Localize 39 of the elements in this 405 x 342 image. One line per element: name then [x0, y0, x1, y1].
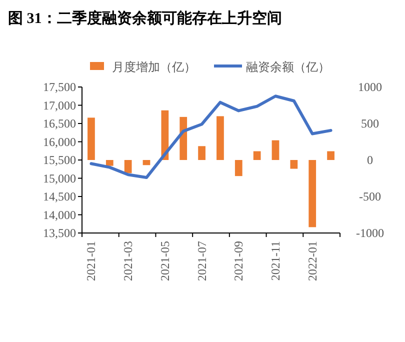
y2-tick-label: -1000 — [356, 226, 384, 240]
line-series — [90, 94, 332, 180]
legend-label: 融资余额（亿） — [246, 60, 330, 74]
chart-title: 图 31：二季度融资余额可能存在上升空间 — [8, 9, 282, 27]
x-tick-label: 2021-03 — [121, 241, 136, 281]
bar — [272, 140, 280, 160]
y2-tick-label: 0 — [367, 153, 373, 167]
legend-label: 月度增加（亿） — [112, 60, 196, 74]
bar — [88, 118, 95, 160]
bar — [234, 160, 242, 176]
bar — [124, 160, 132, 174]
y-tick-label: 17,000 — [43, 98, 76, 112]
x-tick-label: 2021-07 — [194, 241, 209, 281]
bar — [253, 151, 261, 160]
bar — [106, 160, 114, 166]
y-tick-label: 15,000 — [43, 171, 76, 186]
y2-tick-label: 1000 — [358, 80, 382, 94]
y-tick-label: 16,500 — [43, 116, 76, 130]
y-tick-label: 14,000 — [43, 208, 76, 222]
x-tick-label: 2022-01 — [305, 241, 320, 281]
y-tick-label: 17,500 — [43, 80, 76, 94]
bar — [198, 146, 206, 160]
y-tick-label: 13,500 — [43, 226, 76, 240]
x-tick-label: 2021-09 — [232, 241, 246, 281]
bar — [161, 110, 169, 160]
y-tick-label: 16,000 — [43, 134, 76, 149]
y2-tick-label: -500 — [359, 190, 381, 204]
bar — [216, 116, 224, 160]
bar — [142, 160, 150, 166]
x-tick-label: 2021-11 — [268, 241, 282, 281]
bar — [290, 160, 298, 169]
bar — [327, 151, 334, 160]
y2-tick-label: 500 — [361, 116, 379, 130]
bar — [180, 116, 188, 160]
y-tick-label: 15,500 — [43, 153, 76, 167]
bar — [308, 160, 316, 228]
x-tick-label: 2021-01 — [84, 241, 98, 281]
x-tick-label: 2021-05 — [158, 241, 172, 281]
y-tick-label: 14,500 — [43, 190, 76, 204]
